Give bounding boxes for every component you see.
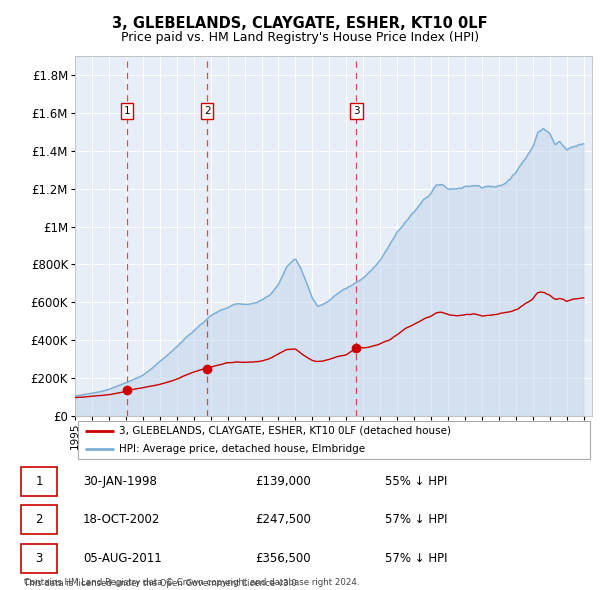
Text: 30-JAN-1998: 30-JAN-1998 bbox=[83, 475, 157, 488]
FancyBboxPatch shape bbox=[77, 421, 590, 460]
Text: 05-AUG-2011: 05-AUG-2011 bbox=[83, 552, 161, 565]
Text: 55% ↓ HPI: 55% ↓ HPI bbox=[385, 475, 447, 488]
Text: 1: 1 bbox=[124, 106, 131, 116]
Text: 18-OCT-2002: 18-OCT-2002 bbox=[83, 513, 160, 526]
FancyBboxPatch shape bbox=[21, 544, 58, 572]
Text: Price paid vs. HM Land Registry's House Price Index (HPI): Price paid vs. HM Land Registry's House … bbox=[121, 31, 479, 44]
Text: 2: 2 bbox=[204, 106, 211, 116]
Text: 57% ↓ HPI: 57% ↓ HPI bbox=[385, 552, 447, 565]
FancyBboxPatch shape bbox=[21, 467, 58, 496]
Text: £247,500: £247,500 bbox=[255, 513, 311, 526]
Text: 2: 2 bbox=[35, 513, 43, 526]
Text: 3, GLEBELANDS, CLAYGATE, ESHER, KT10 0LF: 3, GLEBELANDS, CLAYGATE, ESHER, KT10 0LF bbox=[112, 16, 488, 31]
Text: This data is licensed under the Open Government Licence v3.0.: This data is licensed under the Open Gov… bbox=[24, 579, 299, 588]
Text: £356,500: £356,500 bbox=[255, 552, 311, 565]
FancyBboxPatch shape bbox=[21, 506, 58, 534]
Text: Contains HM Land Registry data © Crown copyright and database right 2024.: Contains HM Land Registry data © Crown c… bbox=[24, 578, 359, 587]
Text: 1: 1 bbox=[35, 475, 43, 488]
Text: 3: 3 bbox=[35, 552, 43, 565]
Text: 57% ↓ HPI: 57% ↓ HPI bbox=[385, 513, 447, 526]
Text: 3, GLEBELANDS, CLAYGATE, ESHER, KT10 0LF (detached house): 3, GLEBELANDS, CLAYGATE, ESHER, KT10 0LF… bbox=[119, 426, 451, 436]
Text: HPI: Average price, detached house, Elmbridge: HPI: Average price, detached house, Elmb… bbox=[119, 444, 365, 454]
Text: 3: 3 bbox=[353, 106, 359, 116]
Text: £139,000: £139,000 bbox=[255, 475, 311, 488]
